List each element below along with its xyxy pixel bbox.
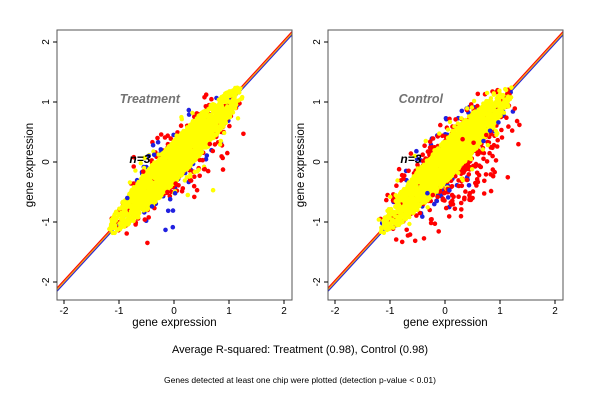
x-tick-label: -1 (386, 306, 395, 317)
y-tick-label: 0 (41, 159, 52, 165)
n-annotation: n=3 (400, 152, 421, 166)
scatter-outlier-points (399, 111, 501, 212)
x-tick-label: 2 (552, 306, 558, 317)
n-annotation: n=3 (129, 152, 150, 166)
scatter-outlier-points (125, 135, 224, 209)
x-tick-label: 0 (442, 306, 448, 317)
plot-area (328, 30, 563, 293)
detection-note: Genes detected at least one chip were pl… (164, 375, 436, 385)
y-tick-label: 2 (312, 39, 323, 45)
y-axis-label: gene expression (24, 123, 36, 207)
y-axis-label: gene expression (295, 123, 307, 207)
x-tick-label: -1 (115, 306, 124, 317)
rsquared-caption: Average R-squared: Treatment (0.98), Con… (172, 344, 428, 356)
y-tick-label: -2 (41, 277, 52, 286)
scatter-panels-svg: -2 -1 0 1 2 -2 -1 0 1 2 gene expression gene expres… (24, 29, 564, 329)
y-tick-label: 2 (41, 39, 52, 45)
y-tick-label: -1 (312, 217, 323, 226)
x-tick-label: 1 (497, 306, 503, 317)
x-tick-label: -2 (331, 306, 340, 317)
x-tick-label: 0 (171, 306, 177, 317)
y-tick-label: 1 (41, 99, 52, 105)
y-tick-label: -2 (312, 277, 323, 286)
x-tick-label: 2 (281, 306, 287, 317)
x-tick-label: 1 (226, 306, 232, 317)
plot-area (57, 30, 292, 293)
x-axis-label: gene expression (403, 317, 487, 329)
scatter-points-replicate-pair-yellow (376, 85, 514, 235)
y-tick-label: -1 (41, 217, 52, 226)
x-axis-label: gene expression (132, 317, 216, 329)
panel-title: Control (399, 92, 444, 106)
x-tick-label: -2 (60, 306, 69, 317)
panel-title: Treatment (120, 92, 181, 106)
scatter-points-replicate-pair-yellow (107, 85, 245, 236)
y-tick-label: 1 (312, 99, 323, 105)
control-plot: -2 -1 0 1 2 -2 -1 0 1 2 gene expression gene expres… (295, 29, 564, 329)
y-tick-label: 0 (312, 159, 323, 165)
treatment-plot: -2 -1 0 1 2 -2 -1 0 1 2 gene expression gene expres… (24, 29, 293, 329)
